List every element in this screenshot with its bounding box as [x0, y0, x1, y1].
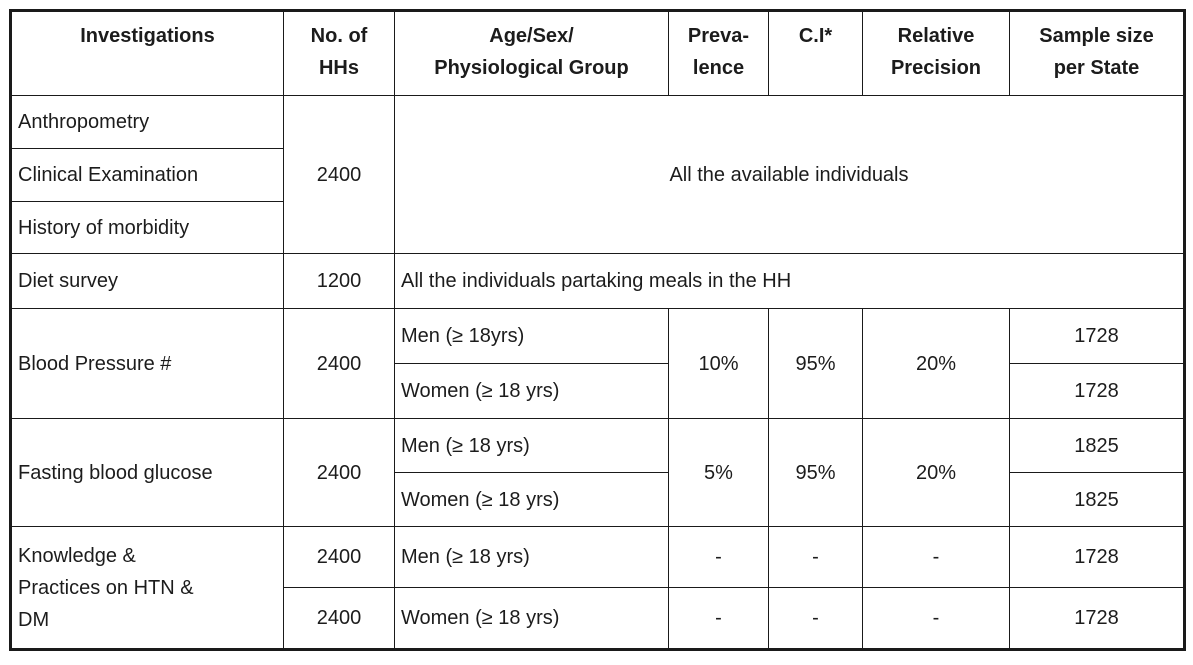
- cell-diet-hhs: 1200: [283, 253, 395, 309]
- cell-fbg-ci: 95%: [768, 418, 863, 527]
- cell-fbg-rel-precision: 20%: [862, 418, 1010, 527]
- header-relative-precision: Relative Precision: [862, 10, 1010, 96]
- cell-fbg-label: Fasting blood glucose: [10, 418, 284, 527]
- cell-kp-sample-men: 1728: [1009, 526, 1185, 588]
- cell-diet-survey: Diet survey: [10, 253, 284, 309]
- cell-bp-ci: 95%: [768, 308, 863, 419]
- table-row: Knowledge & Practices on HTN & DM 2400 M…: [10, 526, 1185, 650]
- cell-bp-men: Men (≥ 18yrs): [394, 308, 669, 364]
- cell-kp-prevalence-men: -: [668, 526, 769, 588]
- cell-clinical-examination: Clinical Examination: [10, 148, 284, 202]
- cell-kp-sample-women: 1728: [1009, 587, 1185, 650]
- cell-kp-hhs-women: 2400: [283, 587, 395, 650]
- cell-kp-women: Women (≥ 18 yrs): [394, 587, 669, 650]
- cell-anthropometry: Anthropometry: [10, 95, 284, 149]
- cell-kp-hhs-men: 2400: [283, 526, 395, 588]
- header-sample-size: Sample size per State: [1009, 10, 1185, 96]
- table-row: 2400 Women (≥ 18 yrs) - - - 1728: [11, 587, 1185, 650]
- cell-fbg-women: Women (≥ 18 yrs): [394, 472, 669, 527]
- cell-kp-ci-men: -: [768, 526, 863, 588]
- cell-history-of-morbidity: History of morbidity: [10, 201, 284, 254]
- header-age-sex-group: Age/Sex/ Physiological Group: [394, 10, 669, 96]
- table-row: History of morbidity: [10, 201, 1185, 254]
- header-ci: C.I*: [768, 10, 863, 96]
- header-no-of-hhs: No. of HHs: [283, 10, 395, 96]
- header-row: Investigations No. of HHs Age/Sex/ Physi…: [10, 10, 1185, 96]
- cell-fbg-sample-women: 1825: [1009, 472, 1185, 527]
- cell-anthro-note: All the available individuals: [394, 95, 1185, 254]
- table-row: Blood Pressure # 2400 Men (≥ 18yrs) 10% …: [10, 308, 1185, 419]
- table-row: Diet survey 1200 All the individuals par…: [10, 253, 1185, 309]
- cell-bp-prevalence: 10%: [668, 308, 769, 419]
- header-prevalence: Preva- lence: [668, 10, 769, 96]
- cell-bp-hhs: 2400: [283, 308, 395, 419]
- header-investigations: Investigations: [10, 10, 284, 96]
- table-row: Women (≥ 18 yrs) 1825: [11, 472, 1185, 527]
- table-row: Women (≥ 18 yrs) 1728: [11, 363, 1185, 419]
- cell-diet-note: All the individuals partaking meals in t…: [394, 253, 1185, 309]
- cell-bp-label: Blood Pressure #: [10, 308, 284, 419]
- cell-bp-sample-women: 1728: [1009, 363, 1185, 419]
- cell-bp-rel-precision: 20%: [862, 308, 1010, 419]
- cell-fbg-sample-men: 1825: [1009, 418, 1185, 473]
- cell-kp-ci-women: -: [768, 587, 863, 650]
- cell-bp-women: Women (≥ 18 yrs): [394, 363, 669, 419]
- cell-kp-rel-precision-men: -: [862, 526, 1010, 588]
- table-row: Anthropometry 2400 All the available ind…: [10, 95, 1185, 254]
- cell-kp-men: Men (≥ 18 yrs): [394, 526, 669, 588]
- cell-kp-prevalence-women: -: [668, 587, 769, 650]
- cell-fbg-prevalence: 5%: [668, 418, 769, 527]
- cell-anthro-hhs: 2400: [283, 95, 395, 254]
- table-row: Clinical Examination: [10, 148, 1185, 202]
- cell-bp-sample-men: 1728: [1009, 308, 1185, 364]
- table-row: Fasting blood glucose 2400 Men (≥ 18 yrs…: [10, 418, 1185, 527]
- cell-kp-rel-precision-women: -: [862, 587, 1010, 650]
- study-design-table: Investigations No. of HHs Age/Sex/ Physi…: [9, 9, 1186, 651]
- cell-fbg-men: Men (≥ 18 yrs): [394, 418, 669, 473]
- cell-kp-label: Knowledge & Practices on HTN & DM: [10, 526, 284, 650]
- cell-fbg-hhs: 2400: [283, 418, 395, 527]
